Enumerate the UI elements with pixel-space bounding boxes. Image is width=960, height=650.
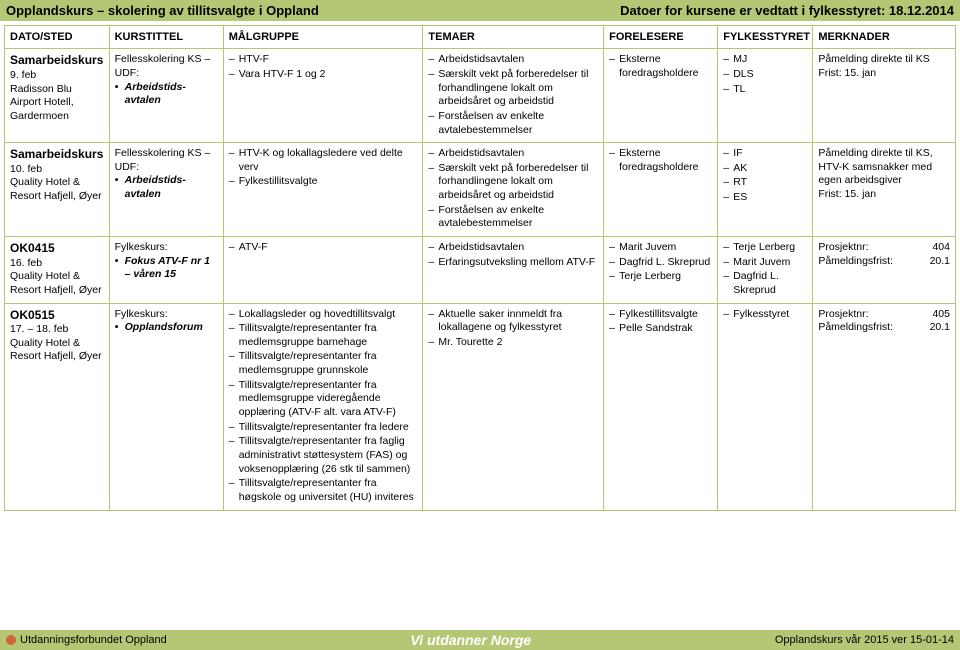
table-row: Samarbeidskurs10. febQuality Hotel & Res… <box>5 143 956 237</box>
list-item: IF <box>723 147 807 161</box>
header-right: Datoer for kursene er vedtatt i fylkesst… <box>620 3 954 18</box>
list-item: Arbeidstids-avtalen <box>115 81 218 108</box>
list-item: Erfaringsutveksling mellom ATV-F <box>428 256 598 270</box>
column-header: KURSTITTEL <box>109 26 223 49</box>
list-item: Arbeidstids-avtalen <box>115 174 218 201</box>
cell-fylkesstyret: Terje LerbergMarit JuvemDagfrid L. Skrep… <box>718 236 813 303</box>
list-item: Aktuelle saker innmeldt fra lokallagene … <box>428 308 598 335</box>
course-table: DATO/STEDKURSTITTELMÅLGRUPPETEMAERFORELE… <box>4 25 956 511</box>
list-item: Forståelsen av enkelte avtalebestemmelse… <box>428 204 598 231</box>
cell-dato: OK051517. – 18. febQuality Hotel & Resor… <box>5 303 110 510</box>
list-item: Særskilt vekt på forberedelser til forha… <box>428 162 598 203</box>
cell-merknader: Prosjektnr:405Påmeldingsfrist:20.1 <box>813 303 956 510</box>
cell-merknader: Prosjektnr:404Påmeldingsfrist:20.1 <box>813 236 956 303</box>
cell-temaer: ArbeidstidsavtalenSærskilt vekt på forbe… <box>423 143 604 237</box>
cell-temaer: Aktuelle saker innmeldt fra lokallagene … <box>423 303 604 510</box>
column-header: DATO/STED <box>5 26 110 49</box>
list-item: Fokus ATV-F nr 1 – våren 15 <box>115 255 218 282</box>
table-header-row: DATO/STEDKURSTITTELMÅLGRUPPETEMAERFORELE… <box>5 26 956 49</box>
list-item: Forståelsen av enkelte avtalebestemmelse… <box>428 110 598 137</box>
cell-merknader: Påmelding direkte til KSFrist: 15. jan <box>813 49 956 143</box>
list-item: Marit Juvem <box>609 241 712 255</box>
list-item: Tillitsvalgte/representanter fra medlems… <box>229 350 418 377</box>
list-item: Eksterne foredragsholdere <box>609 53 712 80</box>
logo-icon <box>6 635 16 645</box>
cell-malgruppe: Lokallagsleder og hovedtillitsvalgtTilli… <box>223 303 423 510</box>
list-item: Tillitsvalgte/representanter fra faglig … <box>229 435 418 476</box>
list-item: Arbeidstidsavtalen <box>428 241 598 255</box>
footer-bar: Utdanningsforbundet Oppland Vi utdanner … <box>0 630 960 650</box>
cell-kurstittel: Fellesskolering KS – UDF:Arbeidstids-avt… <box>109 143 223 237</box>
list-item: Tillitsvalgte/representanter fra høgskol… <box>229 477 418 504</box>
list-item: Opplandsforum <box>115 321 218 335</box>
table-wrap: DATO/STEDKURSTITTELMÅLGRUPPETEMAERFORELE… <box>0 21 960 630</box>
cell-forelesere: Eksterne foredragsholdere <box>604 143 718 237</box>
list-item: HTV-F <box>229 53 418 67</box>
cell-temaer: ArbeidstidsavtalenErfaringsutveksling me… <box>423 236 604 303</box>
column-header: FYLKESSTYRET <box>718 26 813 49</box>
list-item: AK <box>723 162 807 176</box>
list-item: ATV-F <box>229 241 418 255</box>
cell-forelesere: Marit JuvemDagfrid L. SkreprudTerje Lerb… <box>604 236 718 303</box>
header-bar: Opplandskurs – skolering av tillitsvalgt… <box>0 0 960 21</box>
cell-merknader: Påmelding direkte til KS, HTV-K samsnakk… <box>813 143 956 237</box>
column-header: TEMAER <box>423 26 604 49</box>
column-header: MERKNADER <box>813 26 956 49</box>
list-item: Mr. Tourette 2 <box>428 336 598 350</box>
cell-malgruppe: HTV-FVara HTV-F 1 og 2 <box>223 49 423 143</box>
list-item: Dagfrid L. Skreprud <box>723 270 807 297</box>
list-item: Særskilt vekt på forberedelser til forha… <box>428 68 598 109</box>
list-item: Fylkestillitsvalgte <box>229 175 418 189</box>
cell-dato: Samarbeidskurs10. febQuality Hotel & Res… <box>5 143 110 237</box>
list-item: Dagfrid L. Skreprud <box>609 256 712 270</box>
list-item: MJ <box>723 53 807 67</box>
list-item: Fylkestillitsvalgte <box>609 308 712 322</box>
column-header: FORELESERE <box>604 26 718 49</box>
cell-forelesere: FylkestillitsvalgtePelle Sandstrak <box>604 303 718 510</box>
cell-dato: OK041516. febQuality Hotel & Resort Hafj… <box>5 236 110 303</box>
cell-fylkesstyret: Fylkesstyret <box>718 303 813 510</box>
list-item: Tillitsvalgte/representanter fra medlems… <box>229 322 418 349</box>
cell-temaer: ArbeidstidsavtalenSærskilt vekt på forbe… <box>423 49 604 143</box>
table-row: OK041516. febQuality Hotel & Resort Hafj… <box>5 236 956 303</box>
list-item: RT <box>723 176 807 190</box>
list-item: HTV-K og lokallagsledere ved delte verv <box>229 147 418 174</box>
list-item: Terje Lerberg <box>723 241 807 255</box>
list-item: Tillitsvalgte/representanter fra medlems… <box>229 379 418 420</box>
column-header: MÅLGRUPPE <box>223 26 423 49</box>
list-item: Arbeidstidsavtalen <box>428 53 598 67</box>
footer-right: Opplandskurs vår 2015 ver 15-01-14 <box>775 634 954 646</box>
list-item: Eksterne foredragsholdere <box>609 147 712 174</box>
cell-kurstittel: Fellesskolering KS – UDF:Arbeidstids-avt… <box>109 49 223 143</box>
table-row: OK051517. – 18. febQuality Hotel & Resor… <box>5 303 956 510</box>
list-item: TL <box>723 83 807 97</box>
header-left: Opplandskurs – skolering av tillitsvalgt… <box>6 3 319 18</box>
list-item: Vara HTV-F 1 og 2 <box>229 68 418 82</box>
cell-forelesere: Eksterne foredragsholdere <box>604 49 718 143</box>
list-item: DLS <box>723 68 807 82</box>
cell-fylkesstyret: MJDLSTL <box>718 49 813 143</box>
cell-malgruppe: ATV-F <box>223 236 423 303</box>
list-item: Tillitsvalgte/representanter fra ledere <box>229 421 418 435</box>
footer-left: Utdanningsforbundet Oppland <box>6 634 167 646</box>
list-item: Lokallagsleder og hovedtillitsvalgt <box>229 308 418 322</box>
list-item: Arbeidstidsavtalen <box>428 147 598 161</box>
table-row: Samarbeidskurs9. febRadisson Blu Airport… <box>5 49 956 143</box>
list-item: ES <box>723 191 807 205</box>
list-item: Marit Juvem <box>723 256 807 270</box>
cell-malgruppe: HTV-K og lokallagsledere ved delte vervF… <box>223 143 423 237</box>
cell-kurstittel: Fylkeskurs:Fokus ATV-F nr 1 – våren 15 <box>109 236 223 303</box>
footer-center: Vi utdanner Norge <box>410 632 531 648</box>
cell-kurstittel: Fylkeskurs:Opplandsforum <box>109 303 223 510</box>
list-item: Terje Lerberg <box>609 270 712 284</box>
list-item: Fylkesstyret <box>723 308 807 322</box>
cell-dato: Samarbeidskurs9. febRadisson Blu Airport… <box>5 49 110 143</box>
table-body: Samarbeidskurs9. febRadisson Blu Airport… <box>5 49 956 510</box>
list-item: Pelle Sandstrak <box>609 322 712 336</box>
cell-fylkesstyret: IFAKRTES <box>718 143 813 237</box>
